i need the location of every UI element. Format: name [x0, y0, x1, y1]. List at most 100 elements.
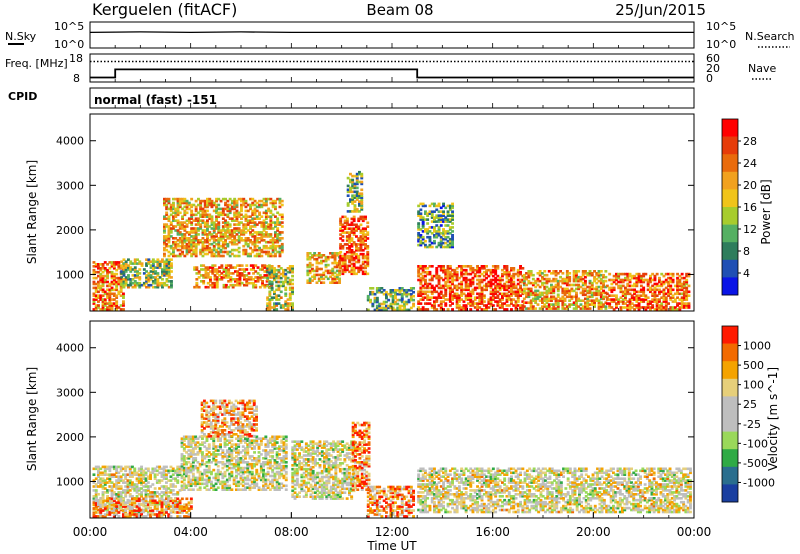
data-cell: [176, 481, 180, 484]
data-cell: [669, 290, 673, 294]
data-cell: [341, 262, 345, 266]
freq-ytick-bottom: 8: [73, 72, 80, 85]
data-cell: [278, 244, 282, 248]
data-cell: [519, 306, 522, 309]
data-cell: [590, 295, 594, 299]
data-cell: [275, 298, 279, 301]
data-cell: [183, 201, 187, 205]
data-cell: [349, 188, 352, 192]
data-cell: [478, 298, 482, 301]
data-cell: [405, 290, 409, 294]
data-cell: [680, 298, 684, 301]
data-cell: [167, 237, 171, 240]
data-cell: [162, 465, 166, 469]
data-cell: [373, 298, 377, 302]
data-cell: [359, 237, 363, 240]
data-cell: [271, 244, 275, 248]
data-cell: [174, 215, 178, 218]
data-cell: [430, 216, 434, 219]
data-cell: [435, 276, 439, 280]
data-cell: [419, 202, 423, 206]
data-cell: [628, 298, 632, 301]
data-cell: [129, 270, 133, 273]
data-cell: [252, 283, 255, 287]
data-cell: [244, 219, 248, 222]
data-cell: [375, 296, 379, 300]
data-cell: [531, 281, 535, 285]
data-cell: [237, 488, 241, 491]
data-cell: [448, 245, 452, 249]
data-cell: [355, 208, 359, 211]
data-cell: [487, 300, 491, 303]
data-cell: [182, 437, 186, 440]
data-cell: [308, 279, 312, 282]
data-cell: [124, 270, 128, 273]
data-cell: [471, 280, 475, 284]
data-cell: [510, 274, 513, 278]
data-cell: [178, 244, 182, 248]
data-cell: [339, 227, 343, 230]
data-cell: [237, 246, 241, 250]
data-cell: [110, 473, 114, 476]
data-cell: [245, 280, 249, 283]
data-cell: [221, 242, 225, 246]
data-cell: [242, 229, 246, 232]
data-cell: [426, 290, 430, 294]
data-cell: [308, 255, 312, 259]
data-cell: [99, 483, 103, 486]
data-cell: [103, 473, 107, 476]
data-cell: [246, 242, 250, 246]
data-cell: [352, 250, 356, 254]
data-cell: [590, 273, 594, 277]
data-cell: [172, 248, 175, 252]
data-cell: [433, 228, 436, 231]
data-cell: [444, 282, 448, 286]
data-cell: [417, 268, 421, 272]
data-cell: [448, 208, 452, 212]
data-cell: [264, 250, 268, 254]
data-cell: [94, 489, 98, 492]
data-cell: [217, 223, 221, 226]
data-cell: [222, 270, 226, 273]
data-cell: [133, 485, 137, 488]
data-cell: [180, 441, 184, 444]
data-cell: [142, 500, 146, 504]
data-cell: [167, 199, 171, 203]
data-cell: [308, 265, 312, 269]
data-cell: [621, 292, 625, 296]
data-cell: [211, 270, 215, 273]
data-cell: [277, 302, 281, 305]
data-cell: [235, 488, 238, 491]
data-cell: [135, 487, 139, 490]
data-cell: [417, 292, 421, 296]
data-cell: [284, 304, 288, 307]
data-cell: [412, 302, 415, 306]
data-cell: [380, 290, 384, 294]
colorbar-tick-label: 4: [743, 267, 750, 280]
data-cell: [122, 280, 126, 283]
data-cell: [568, 289, 572, 293]
data-cell: [224, 221, 227, 224]
data-cell: [478, 300, 482, 303]
data-cell: [235, 437, 238, 440]
data-cell: [503, 267, 507, 270]
data-cell: [288, 267, 292, 270]
data-cell: [112, 288, 116, 292]
data-cell: [258, 203, 261, 207]
data-cell: [215, 211, 218, 215]
data-cell: [167, 469, 171, 473]
data-cell: [361, 233, 365, 236]
data-cell: [451, 216, 454, 219]
data-cell: [112, 276, 116, 280]
data-cell: [122, 270, 126, 273]
data-cell: [119, 485, 123, 488]
data-cell: [230, 248, 234, 252]
data-cell: [201, 233, 205, 236]
data-cell: [262, 244, 266, 248]
data-cell: [615, 296, 618, 299]
data-cell: [451, 204, 454, 208]
data-cell: [291, 265, 294, 268]
data-cell: [451, 237, 454, 241]
data-cell: [131, 268, 135, 271]
data-cell: [331, 279, 335, 282]
